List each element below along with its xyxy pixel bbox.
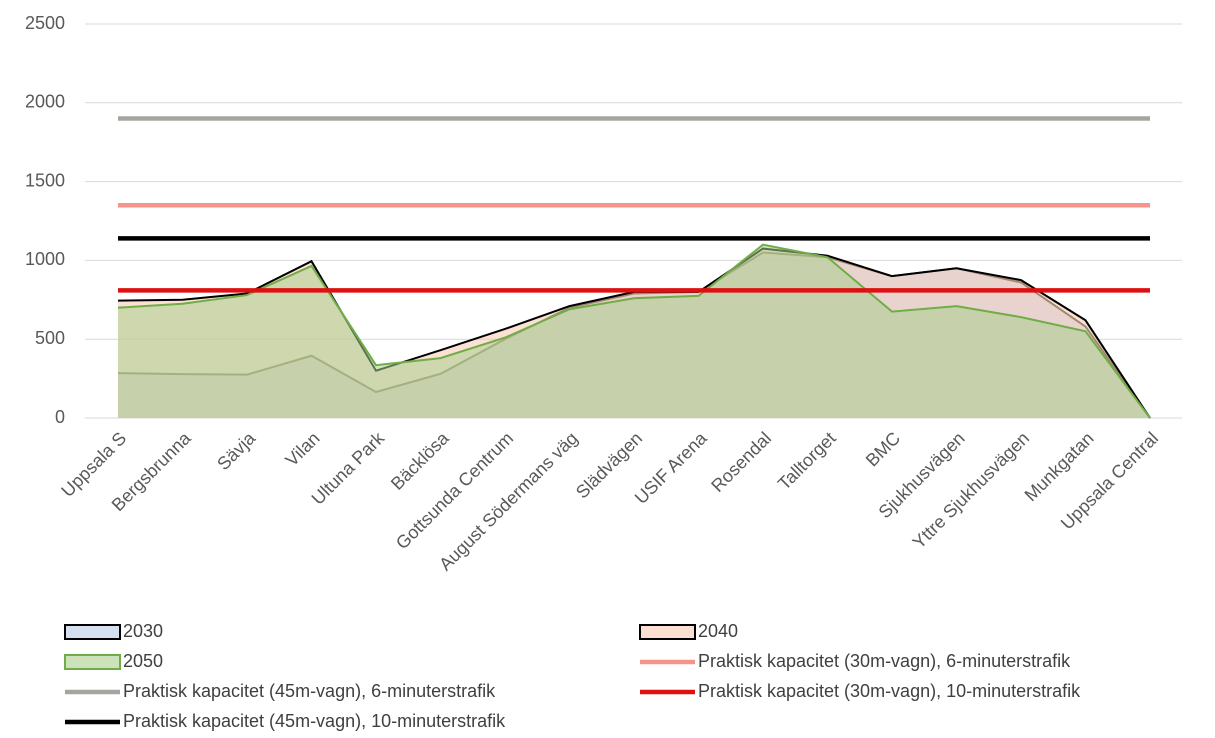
x-tick-label: Gottsunda Centrum <box>392 428 517 553</box>
y-tick-label: 2500 <box>25 13 65 33</box>
x-tick-label: Rosendal <box>707 428 775 496</box>
y-tick-label: 500 <box>35 328 65 348</box>
x-tick-label: BMC <box>862 428 904 470</box>
legend-label: 2030 <box>123 621 163 641</box>
legend-swatch <box>64 624 121 640</box>
y-tick-label: 2000 <box>25 92 65 112</box>
legend-label: Praktisk kapacitet (30m-vagn), 6-minuter… <box>698 651 1071 671</box>
legend-swatch <box>64 654 121 670</box>
area <box>118 244 1150 418</box>
y-tick-label: 1500 <box>25 170 65 190</box>
legend-label: Praktisk kapacitet (30m-vagn), 10-minute… <box>698 681 1081 701</box>
x-tick-label: Talltorget <box>774 428 840 494</box>
legend-label: Praktisk kapacitet (45m-vagn), 10-minute… <box>123 711 506 731</box>
x-tick-label: Yttre Sjukhusvägen <box>909 428 1034 553</box>
legend-swatch <box>639 624 696 640</box>
legend-label: 2050 <box>123 651 163 671</box>
area-edge <box>117 243 1151 419</box>
y-tick-label: 1000 <box>25 249 65 269</box>
x-tick-label: Sävja <box>213 427 260 474</box>
x-tick-label: Bäcklösa <box>387 427 453 493</box>
x-tick-label: Vilan <box>281 428 323 470</box>
legend-label: 2040 <box>698 621 738 641</box>
legend-label: Praktisk kapacitet (45m-vagn), 6-minuter… <box>123 681 496 701</box>
y-tick-label: 0 <box>55 407 65 427</box>
